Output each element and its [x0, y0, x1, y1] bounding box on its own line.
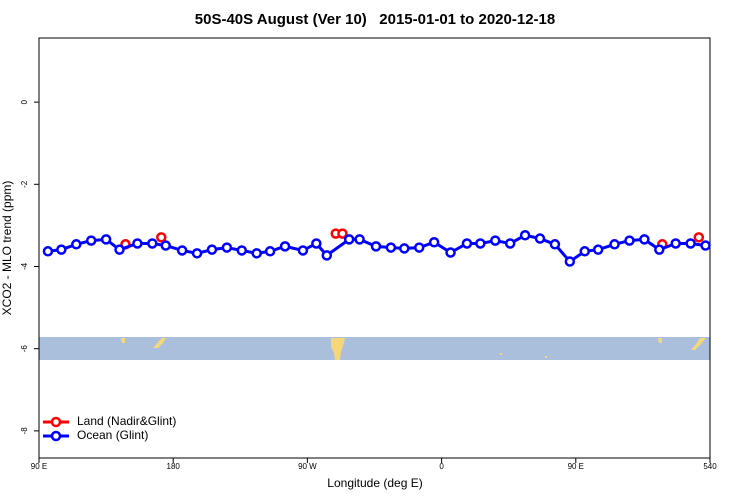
data-point: [549, 239, 561, 250]
data-point: [71, 239, 82, 250]
x-tick-label: 180: [167, 462, 181, 471]
data-point: [321, 250, 333, 261]
legend-marker: [50, 430, 62, 442]
data-point: [670, 238, 681, 249]
data-point: [354, 234, 365, 245]
y-tick-label: 0: [20, 99, 29, 104]
chart-title: 50S-40S August (Ver 10) 2015-01-01 to 20…: [195, 11, 555, 28]
data-point: [534, 233, 546, 244]
data-point: [147, 238, 158, 249]
data-point: [579, 246, 590, 257]
data-point: [132, 238, 143, 249]
data-point: [461, 238, 473, 249]
data-point: [279, 241, 291, 252]
data-point: [251, 248, 262, 259]
data-point: [221, 242, 233, 253]
data-point: [475, 238, 486, 249]
ocean-band: [39, 337, 710, 360]
data-point: [370, 241, 382, 252]
data-point: [337, 228, 348, 239]
legend-label: Land (Nadir&Glint): [77, 414, 176, 428]
data-point: [42, 246, 54, 257]
data-point: [264, 246, 276, 257]
data-point: [156, 232, 167, 243]
legend-label: Ocean (Glint): [77, 428, 148, 442]
data-point: [693, 232, 705, 243]
y-tick-label: -8: [20, 427, 29, 435]
data-point: [609, 239, 620, 250]
legend: Land (Nadir&Glint)Ocean (Glint): [43, 414, 176, 442]
data-point: [85, 235, 97, 246]
y-tick-label: -2: [20, 180, 29, 188]
data-point: [160, 240, 171, 251]
map-band: [39, 337, 710, 360]
data-point: [504, 238, 516, 249]
data-point: [428, 236, 440, 248]
x-tick-label: 90 E: [31, 462, 47, 471]
data-point: [297, 245, 309, 256]
data-point: [176, 245, 188, 256]
data-point: [114, 244, 125, 255]
data-point: [639, 234, 650, 245]
data-point: [311, 238, 322, 249]
data-point: [445, 247, 456, 258]
data-point: [654, 244, 665, 255]
data-point: [100, 234, 112, 245]
x-tick-label: 540: [703, 462, 717, 471]
data-point: [236, 245, 248, 256]
x-tick-label: 90 E: [568, 462, 584, 471]
legend-marker: [50, 416, 62, 428]
data-point: [624, 235, 635, 246]
data-point: [385, 242, 397, 253]
data-point: [564, 256, 576, 267]
data-point: [490, 235, 501, 246]
data-point: [206, 244, 218, 255]
data-point: [399, 243, 410, 254]
data-point: [685, 238, 696, 249]
x-tick-label: 0: [439, 462, 444, 471]
y-tick-label: -6: [20, 345, 29, 353]
data-point: [592, 244, 604, 255]
x-axis-label: Longitude (deg E): [327, 476, 422, 490]
data-point: [56, 244, 67, 255]
data-point: [519, 230, 531, 241]
data-point: [413, 242, 425, 253]
data-point: [343, 234, 355, 245]
x-tick-label: 90 W: [298, 462, 317, 471]
y-tick-label: -4: [20, 262, 29, 270]
y-axis-label: XCO2 - MLO trend (ppm): [0, 181, 14, 316]
data-point: [191, 248, 203, 259]
data-point: [700, 240, 711, 251]
